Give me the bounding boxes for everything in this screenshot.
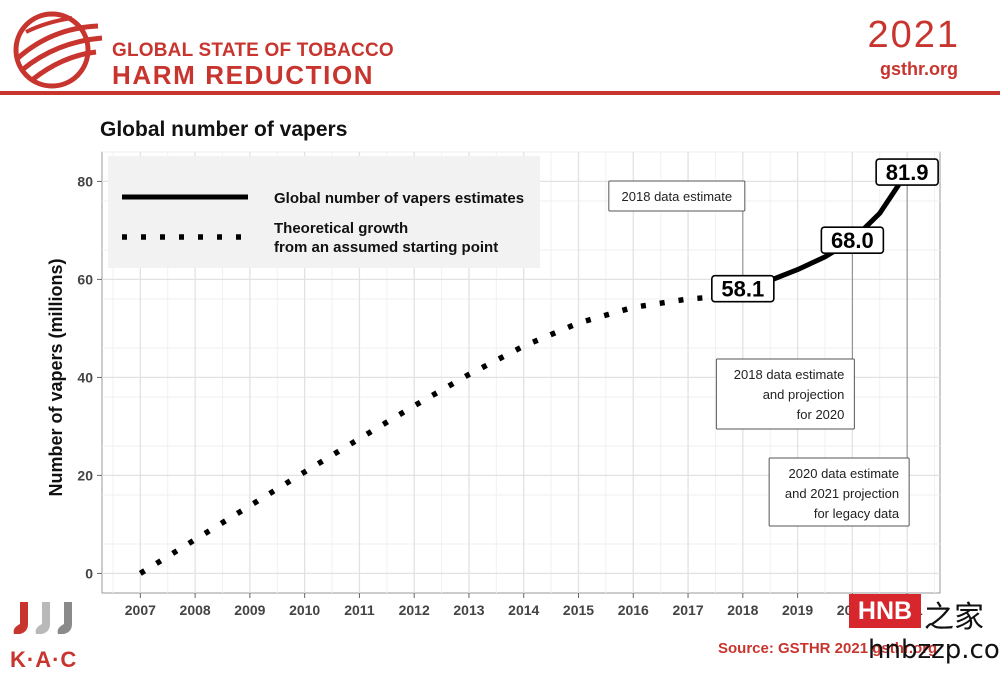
brand-line-1: GLOBAL STATE OF TOBACCO xyxy=(112,40,394,61)
annotation-text: 2020 data estimate and 2021 projection for… xyxy=(785,466,900,521)
kac-logo-text: K·A·C xyxy=(10,647,78,672)
brand-line-2: HARM REDUCTION xyxy=(112,60,375,90)
x-tick-label: 2012 xyxy=(399,602,430,618)
y-tick-label: 80 xyxy=(77,173,93,189)
annotation-text: 2018 data estimate and projection for 2020 xyxy=(734,367,845,422)
series-line-theoretical xyxy=(138,293,722,576)
x-tick-label: 2018 xyxy=(727,602,758,618)
x-tick-label: 2009 xyxy=(234,602,265,618)
x-tick-label: 2008 xyxy=(180,602,211,618)
y-tick-label: 40 xyxy=(77,369,93,385)
x-tick-label: 2019 xyxy=(782,602,813,618)
x-tick-label: 2010 xyxy=(289,602,320,618)
data-label: 68.0 xyxy=(831,228,874,253)
legend-box xyxy=(108,156,540,268)
data-label-box xyxy=(711,274,775,303)
y-axis-label: Number of vapers (millions) xyxy=(46,258,66,496)
x-tick-label: 2007 xyxy=(125,602,156,618)
y-tick-label: 20 xyxy=(77,467,93,483)
y-tick-label: 0 xyxy=(85,565,93,581)
data-label: 81.9 xyxy=(886,160,929,185)
x-tick-label: 2014 xyxy=(508,602,539,618)
x-tick-label: 2013 xyxy=(453,602,484,618)
data-label: 58.1 xyxy=(721,277,764,302)
site-url: gsthr.org xyxy=(879,59,958,79)
watermark-url: hnbzzp.com xyxy=(868,635,1000,665)
annotation-box xyxy=(715,358,855,430)
legend-entry-theoretical: Theoretical growth from an assumed starti… xyxy=(274,220,498,256)
x-tick-label: 2016 xyxy=(618,602,649,618)
header-rule xyxy=(0,91,1000,95)
data-label-box xyxy=(820,226,885,254)
annotation-text: 2018 data estimate xyxy=(622,189,733,204)
annotation-box xyxy=(768,457,910,527)
legend-entry-estimates: Global number of vapers estimates xyxy=(274,190,524,207)
socks-logo-icon xyxy=(13,602,72,634)
header: GLOBAL STATE OF TOBACCO HARM REDUCTION 2… xyxy=(0,0,1000,96)
annotation-box xyxy=(608,180,746,212)
report-year: 2021 xyxy=(867,14,960,56)
watermark-han: 之家 xyxy=(924,600,984,635)
kac-logo: K·A·C xyxy=(10,600,80,673)
x-tick-label: 2017 xyxy=(672,602,703,618)
x-tick-label: 2011 xyxy=(344,602,375,618)
data-label-box xyxy=(875,158,939,186)
watermark-badge: HNB xyxy=(849,594,921,628)
source-note: Source: GSTHR 2021 gsthr.org xyxy=(718,640,938,657)
x-tick-label: 2015 xyxy=(563,602,594,618)
y-tick-label: 60 xyxy=(77,271,93,287)
chart-title: Global number of vapers xyxy=(100,118,348,141)
globe-logo-icon xyxy=(13,11,103,89)
